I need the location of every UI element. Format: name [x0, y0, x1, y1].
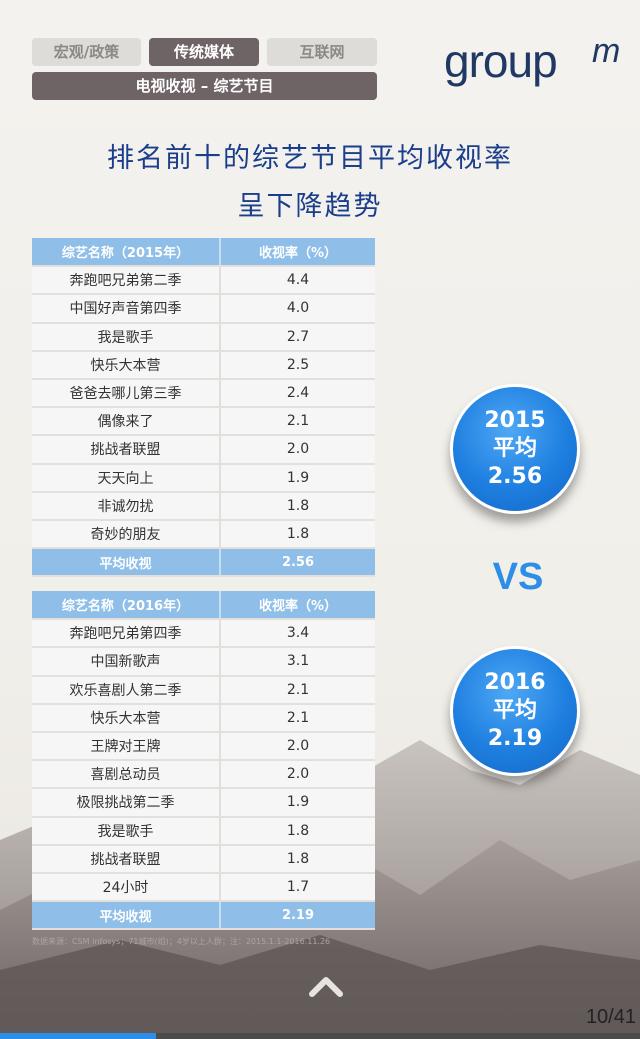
header-rating-2015: 收视率（%） [220, 238, 375, 268]
show-rating: 1.8 [220, 519, 375, 550]
show-name: 24小时 [32, 872, 221, 903]
table-row: 快乐大本营 2.5 [32, 350, 375, 380]
circle-year: 2016 [484, 670, 546, 695]
header-name-2015: 综艺名称（2015年） [32, 238, 221, 268]
circle-label: 平均 [492, 436, 537, 461]
show-rating: 2.1 [220, 703, 375, 733]
logo-suffix: m [592, 32, 621, 70]
table-row: 欢乐喜剧人第二季 2.1 [32, 675, 375, 705]
show-rating: 2.1 [220, 675, 375, 705]
show-rating: 4.4 [220, 266, 375, 296]
circle-value: 2.56 [487, 464, 543, 489]
show-rating: 2.1 [220, 407, 375, 437]
show-name: 奇妙的朋友 [32, 519, 221, 550]
progress-track [0, 1033, 640, 1039]
table-row: 天天向上 1.9 [32, 463, 375, 493]
tab-traditional-media[interactable]: 传统媒体 [149, 38, 259, 66]
table-row: 我是歌手 1.8 [32, 816, 375, 846]
show-rating: 1.8 [220, 844, 375, 874]
table-row: 中国新歌声 3.1 [32, 647, 375, 677]
table-row: 挑战者联盟 2.0 [32, 435, 375, 465]
show-name: 我是歌手 [32, 816, 221, 846]
data-source-note: 数据来源：CSM Infosys；71城市(组)；4岁以上人群；注：2015.1… [32, 937, 331, 946]
table-row: 喜剧总动员 2.0 [32, 760, 375, 790]
table-average-row: 平均收视 2.56 [32, 548, 375, 578]
table-row: 我是歌手 2.7 [32, 322, 375, 352]
table-row: 24小时 1.7 [32, 872, 375, 903]
logo-text: group [444, 35, 558, 87]
show-rating: 1.8 [220, 491, 375, 521]
show-name: 挑战者联盟 [32, 435, 221, 465]
table-average-row: 平均收视 2.19 [32, 901, 375, 931]
table-row: 挑战者联盟 1.8 [32, 844, 375, 874]
show-name: 中国好声音第四季 [32, 294, 221, 324]
show-name: 我是歌手 [32, 322, 221, 352]
show-name: 王牌对王牌 [32, 731, 221, 762]
table-2015: 综艺名称（2015年） 收视率（%） 奔跑吧兄弟第二季 4.4 中国好声音第四季 4… [32, 238, 375, 578]
table-header-row: 综艺名称（2015年） 收视率（%） [32, 238, 375, 268]
page-title-line1: 排名前十的综艺节目平均收视率 [107, 143, 513, 174]
show-name: 非诚勿扰 [32, 491, 221, 521]
table-row: 中国好声音第四季 4.0 [32, 294, 375, 324]
table-row: 奔跑吧兄弟第二季 4.4 [32, 266, 375, 296]
circle-year: 2015 [484, 408, 546, 433]
vs-label: VS [492, 556, 544, 598]
show-name: 偶像来了 [32, 407, 221, 437]
subtab-tv-variety[interactable]: 电视收视 – 综艺节目 [32, 72, 377, 100]
show-rating: 2.4 [220, 378, 375, 409]
table-row: 快乐大本营 2.1 [32, 703, 375, 733]
show-name: 极限挑战第二季 [32, 788, 221, 818]
show-rating: 1.9 [220, 463, 375, 493]
table-row: 非诚勿扰 1.8 [32, 491, 375, 521]
show-name: 挑战者联盟 [32, 844, 221, 874]
table-2016: 综艺名称（2016年） 收视率（%） 奔跑吧兄弟第四季 3.4 中国新歌声 3.1 … [32, 591, 375, 931]
header-name-2016: 综艺名称（2016年） [32, 591, 221, 621]
show-name: 喜剧总动员 [32, 760, 221, 790]
show-rating: 2.0 [220, 731, 375, 762]
show-rating: 2.7 [220, 322, 375, 352]
show-name: 天天向上 [32, 463, 221, 493]
show-name: 中国新歌声 [32, 647, 221, 677]
table-row: 奇妙的朋友 1.8 [32, 519, 375, 550]
table-row: 王牌对王牌 2.0 [32, 731, 375, 762]
show-rating: 3.4 [220, 619, 375, 649]
average-circle-2016: 2016 平均 2.19 [450, 646, 580, 776]
header-rating-2016: 收视率（%） [220, 591, 375, 621]
page-indicator: 10/41 [585, 1006, 636, 1028]
show-name: 奔跑吧兄弟第四季 [32, 619, 221, 649]
table-row: 爸爸去哪儿第三季 2.4 [32, 378, 375, 409]
average-circle-2015: 2015 平均 2.56 [450, 384, 580, 514]
average-value: 2.19 [220, 901, 375, 931]
show-rating: 1.7 [220, 872, 375, 903]
tab-macro-policy[interactable]: 宏观/政策 [32, 38, 141, 66]
circle-value: 2.19 [487, 726, 543, 751]
groupm-logo: group m [444, 32, 636, 94]
table-row: 奔跑吧兄弟第四季 3.4 [32, 619, 375, 649]
show-name: 欢乐喜剧人第二季 [32, 675, 221, 705]
show-rating: 2.0 [220, 760, 375, 790]
average-label: 平均收视 [32, 901, 221, 931]
page-title-line2: 呈下降趋势 [237, 191, 383, 222]
circle-label: 平均 [492, 698, 537, 723]
average-value: 2.56 [220, 548, 375, 578]
show-rating: 1.8 [220, 816, 375, 846]
show-rating: 3.1 [220, 647, 375, 677]
show-name: 快乐大本营 [32, 350, 221, 380]
chevron-up-icon[interactable] [308, 972, 344, 998]
show-name: 奔跑吧兄弟第二季 [32, 266, 221, 296]
table-header-row: 综艺名称（2016年） 收视率（%） [32, 591, 375, 621]
show-rating: 1.9 [220, 788, 375, 818]
average-label: 平均收视 [32, 548, 221, 578]
tab-internet[interactable]: 互联网 [267, 38, 377, 66]
table-row: 偶像来了 2.1 [32, 407, 375, 437]
show-name: 快乐大本营 [32, 703, 221, 733]
show-rating: 4.0 [220, 294, 375, 324]
show-rating: 2.0 [220, 435, 375, 465]
show-rating: 2.5 [220, 350, 375, 380]
table-row: 极限挑战第二季 1.9 [32, 788, 375, 818]
progress-fill [0, 1033, 157, 1039]
show-name: 爸爸去哪儿第三季 [32, 378, 221, 409]
